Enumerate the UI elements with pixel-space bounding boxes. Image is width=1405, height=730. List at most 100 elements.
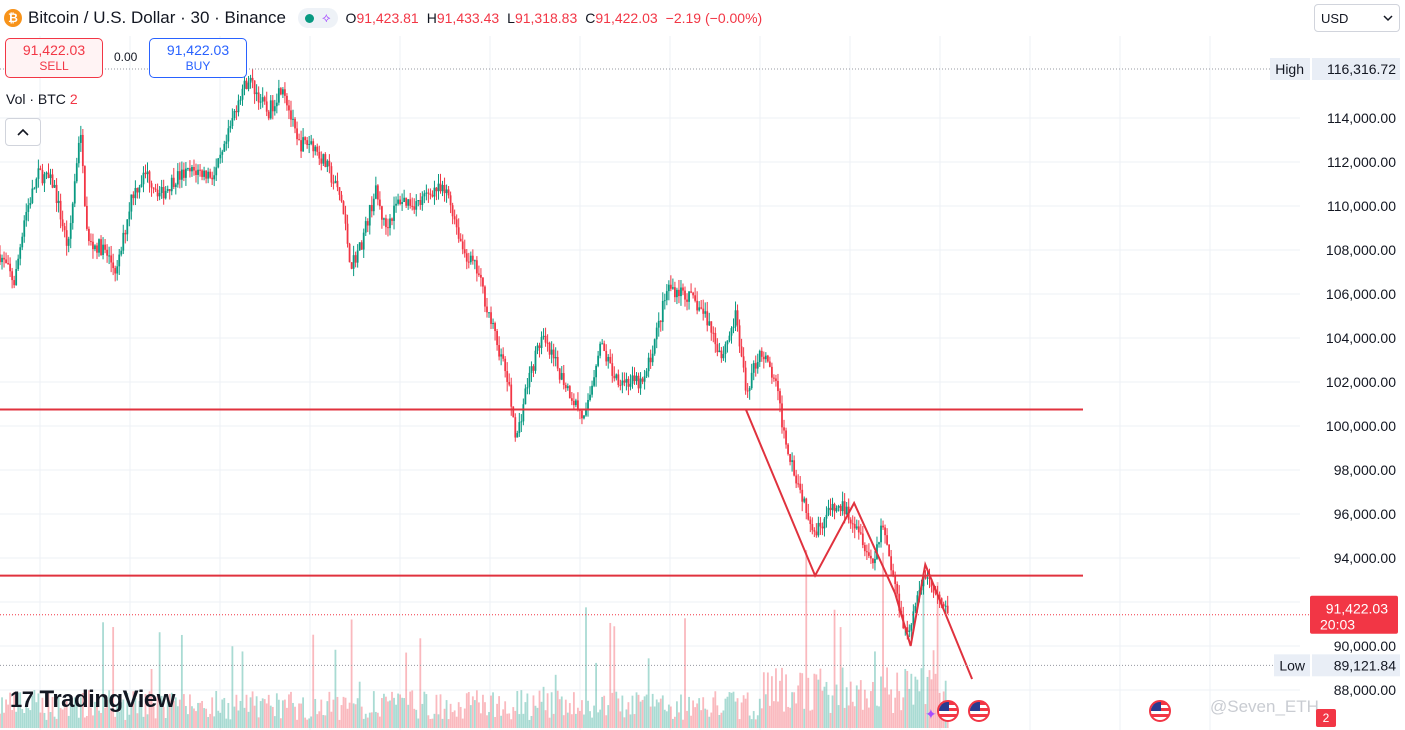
candle-body [805,498,808,514]
candle-body [629,383,632,387]
volume-bar [106,700,108,728]
candle-body [611,363,614,376]
candle-body [524,388,527,405]
buy-button[interactable]: 91,422.03 BUY [149,38,247,78]
price-tick-label: 90,000.00 [1334,638,1396,654]
candle-body [374,185,377,199]
candle-body [376,185,379,200]
candle-body [799,483,802,490]
candle-body [603,343,606,351]
volume-bar [577,707,579,728]
notification-badge[interactable]: 2 [1316,709,1336,727]
candle-body [534,350,537,371]
candle-body [833,503,836,512]
volume-bar [124,719,127,728]
candle-body [726,340,729,345]
candle-body [845,506,848,515]
volume-bar [253,705,256,728]
candle-body [110,255,113,263]
volume-bar [423,691,426,728]
volume-bar [383,693,385,728]
candle-body [835,507,838,512]
volume-bar [312,634,315,728]
candle-body [352,255,355,269]
candle-body [108,255,111,257]
symbol-title[interactable]: Bitcoin / U.S. Dollar · 30 · Binance [28,8,286,27]
volume-bar [318,711,321,728]
us-flag-event-icon[interactable] [1149,700,1171,722]
volume-bar [140,699,143,728]
market-status[interactable]: ⟡ [297,8,338,28]
volume-bar [328,691,331,728]
volume-bar [195,711,197,728]
volume-bar [443,708,446,728]
volume-bar [203,708,205,728]
volume-bar [556,690,559,728]
volume-bar [667,704,670,728]
candle-body [411,205,414,207]
candle-body [407,199,410,206]
candle-body [882,525,884,528]
volume-bar [904,668,907,728]
collapse-legend-button[interactable] [5,118,41,146]
candle-body [94,245,96,250]
candle-body [3,257,5,260]
candle-body [837,505,840,508]
volume-bar [209,713,212,728]
volume-bar [239,700,242,728]
volume-bar [475,690,478,728]
volume-bar [768,705,771,728]
candle-body [486,306,488,313]
candle-body [73,181,76,204]
candlestick-series [0,68,949,640]
candle-body [383,218,385,220]
us-flag-event-icon[interactable] [937,700,959,722]
volume-bar [728,692,731,728]
volume-bar [330,711,333,728]
candle-body [674,287,676,298]
candle-body [49,174,52,179]
volume-bar [787,706,789,728]
volume-legend[interactable]: Vol · BTC 2 [6,91,78,107]
candle-body [568,386,571,399]
volume-bar [324,715,327,728]
candle-body [538,345,541,348]
last-price-box[interactable] [1310,595,1398,634]
volume-bar [568,703,571,728]
candle-body [706,311,709,326]
candle-body [421,196,424,205]
candle-body [874,558,876,564]
candle-body [306,140,309,145]
candle-body [880,525,882,543]
volume-bar [57,697,60,728]
volume-bar [863,689,866,728]
volume-bar [243,707,246,728]
volume-bar [936,582,939,728]
volume-bar [241,651,244,728]
sell-button[interactable]: 91,422.03 SELL [5,38,103,78]
candle-body [863,545,866,552]
candle-body [286,95,288,106]
volume-bar [621,695,624,728]
candle-body [849,519,852,524]
tradingview-logo[interactable]: 17 TradingView [10,686,175,714]
candle-body [651,353,654,363]
price-tick-label: 98,000.00 [1334,462,1396,478]
volume-bar [368,712,371,728]
volume-bar [425,694,428,728]
trend-line[interactable] [744,409,974,680]
candle-body [273,106,276,112]
volume-bar [736,698,739,728]
volume-bar [138,701,141,728]
low-value-label: 89,121.84 [1334,657,1396,673]
volume-bar [484,702,486,728]
volume-bar [35,702,38,728]
volume-bar [619,711,622,728]
us-flag-event-icon[interactable] [968,700,990,722]
volume-bar [33,690,36,728]
buy-label: BUY [185,59,211,73]
volume-bar [835,684,838,728]
currency-select[interactable]: USD [1314,4,1400,32]
volume-bar [704,708,707,728]
